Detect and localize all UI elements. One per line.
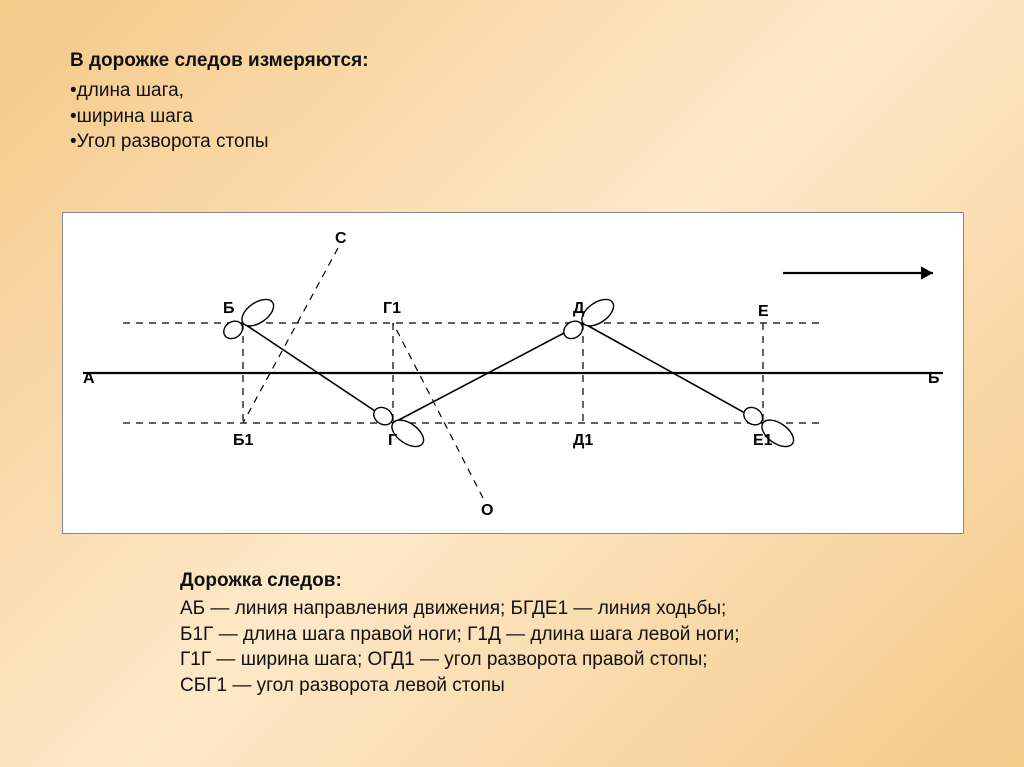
- legend-line-2: Б1Г — длина шага правой ноги; Г1Д — длин…: [180, 622, 740, 648]
- legend-line-4: СБГ1 — угол разворота левой стопы: [180, 673, 740, 699]
- svg-text:Е: Е: [758, 303, 769, 320]
- svg-text:Д: Д: [573, 300, 585, 317]
- svg-text:О: О: [481, 502, 493, 519]
- svg-text:Б: Б: [223, 300, 235, 317]
- footprint-diagram: А Б Б Г1 Д Е Б1 Г Д1 Е1 С О: [63, 213, 963, 533]
- legend-title: Дорожка следов:: [180, 570, 740, 592]
- legend-block: Дорожка следов: АБ — линия направления д…: [180, 570, 740, 699]
- diagram-container: А Б Б Г1 Д Е Б1 Г Д1 Е1 С О: [62, 212, 964, 534]
- svg-text:Г1: Г1: [383, 300, 401, 317]
- svg-text:С: С: [335, 230, 347, 247]
- svg-text:Б: Б: [928, 370, 940, 387]
- bullet-1-text: длина шага,: [77, 80, 184, 101]
- svg-text:Г: Г: [388, 432, 397, 449]
- measurements-title: В дорожке следов измеряются:: [70, 50, 369, 72]
- svg-text:Е1: Е1: [753, 432, 773, 449]
- bullet-3-text: Угол разворота стопы: [77, 131, 269, 152]
- svg-text:А: А: [83, 370, 95, 387]
- bullet-1: •длина шага,: [70, 78, 369, 104]
- page: В дорожке следов измеряются: •длина шага…: [0, 0, 1024, 767]
- bullet-2: •ширина шага: [70, 104, 369, 130]
- measurements-block: В дорожке следов измеряются: •длина шага…: [70, 50, 369, 155]
- legend-line-1: АБ — линия направления движения; БГДЕ1 —…: [180, 596, 740, 622]
- bullet-2-text: ширина шага: [77, 106, 193, 127]
- svg-text:Д1: Д1: [573, 432, 593, 449]
- legend-line-3: Г1Г — ширина шага; ОГД1 — угол разворота…: [180, 647, 740, 673]
- svg-text:Б1: Б1: [233, 432, 254, 449]
- bullet-3: •Угол разворота стопы: [70, 129, 369, 155]
